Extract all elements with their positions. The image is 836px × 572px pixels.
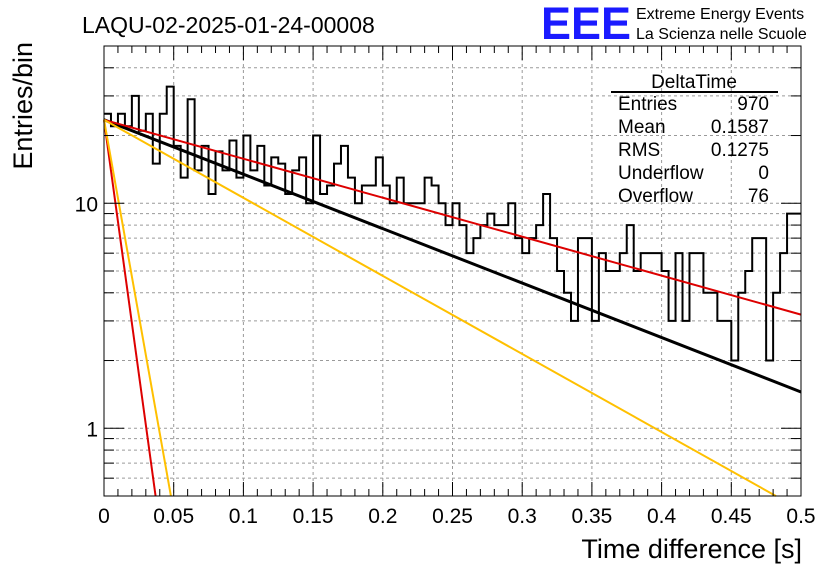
x-tick-label: 0.15 [293, 505, 334, 528]
x-tick-label: 0.2 [368, 505, 397, 528]
tick-labels: 0 0.05 0.1 0.15 0.2 0.25 0.3 0.35 0.4 0.45 0.5 1 10 [75, 193, 816, 528]
fit-curve-3 [103, 119, 157, 497]
eee-logo: EEE Extreme Energy Events La Scienza nel… [541, 0, 807, 49]
histogram-series [104, 85, 801, 362]
stats-label: Underflow [618, 163, 704, 184]
logo-mark: EEE [541, 0, 631, 49]
y-tick-label: 1 [86, 418, 98, 441]
stats-label: Overflow [618, 186, 693, 207]
fit-curve-1 [103, 118, 802, 394]
y-axis-label: Entries/bin [8, 42, 38, 170]
fit-curve-2 [103, 118, 802, 316]
stats-title: DeltaTime [651, 72, 737, 93]
stats-value: 0.1275 [711, 140, 769, 161]
x-tick-label: 0.1 [229, 505, 258, 528]
stats-box: DeltaTime Entries 970 Mean 0.1587 RMS 0.1275 U… [611, 72, 778, 207]
logo-line-2: La Scienza nelle Scuole [636, 26, 807, 43]
stats-label: Mean [618, 117, 666, 138]
x-axis-label: Time difference [s] [581, 534, 802, 564]
fit-curve-5 [103, 119, 172, 497]
x-tick-label: 0.05 [153, 505, 194, 528]
logo-line-1: Extreme Energy Events [636, 6, 804, 23]
y-tick-label: 10 [75, 193, 98, 216]
axis-ticks [103, 45, 802, 497]
stats-value: 76 [748, 186, 769, 207]
x-tick-label: 0.35 [571, 505, 612, 528]
x-tick-label: 0.3 [508, 505, 537, 528]
stats-value: 0.1587 [711, 117, 769, 138]
stats-label: RMS [618, 140, 660, 161]
x-tick-label: 0.4 [647, 505, 677, 528]
fit-curves [103, 118, 802, 497]
x-tick-label: 0.25 [432, 505, 473, 528]
stats-value: 0 [758, 163, 769, 184]
x-tick-label: 0.45 [711, 505, 752, 528]
stats-label: Entries [618, 94, 677, 115]
x-tick-label: 0 [98, 505, 110, 528]
fit-curve-4 [103, 118, 777, 497]
chart-title: LAQU-02-2025-01-24-00008 [82, 12, 375, 38]
histogram-outline [104, 85, 801, 362]
stats-value: 970 [737, 94, 769, 115]
grid [104, 45, 801, 497]
x-tick-label: 0.5 [786, 505, 815, 528]
